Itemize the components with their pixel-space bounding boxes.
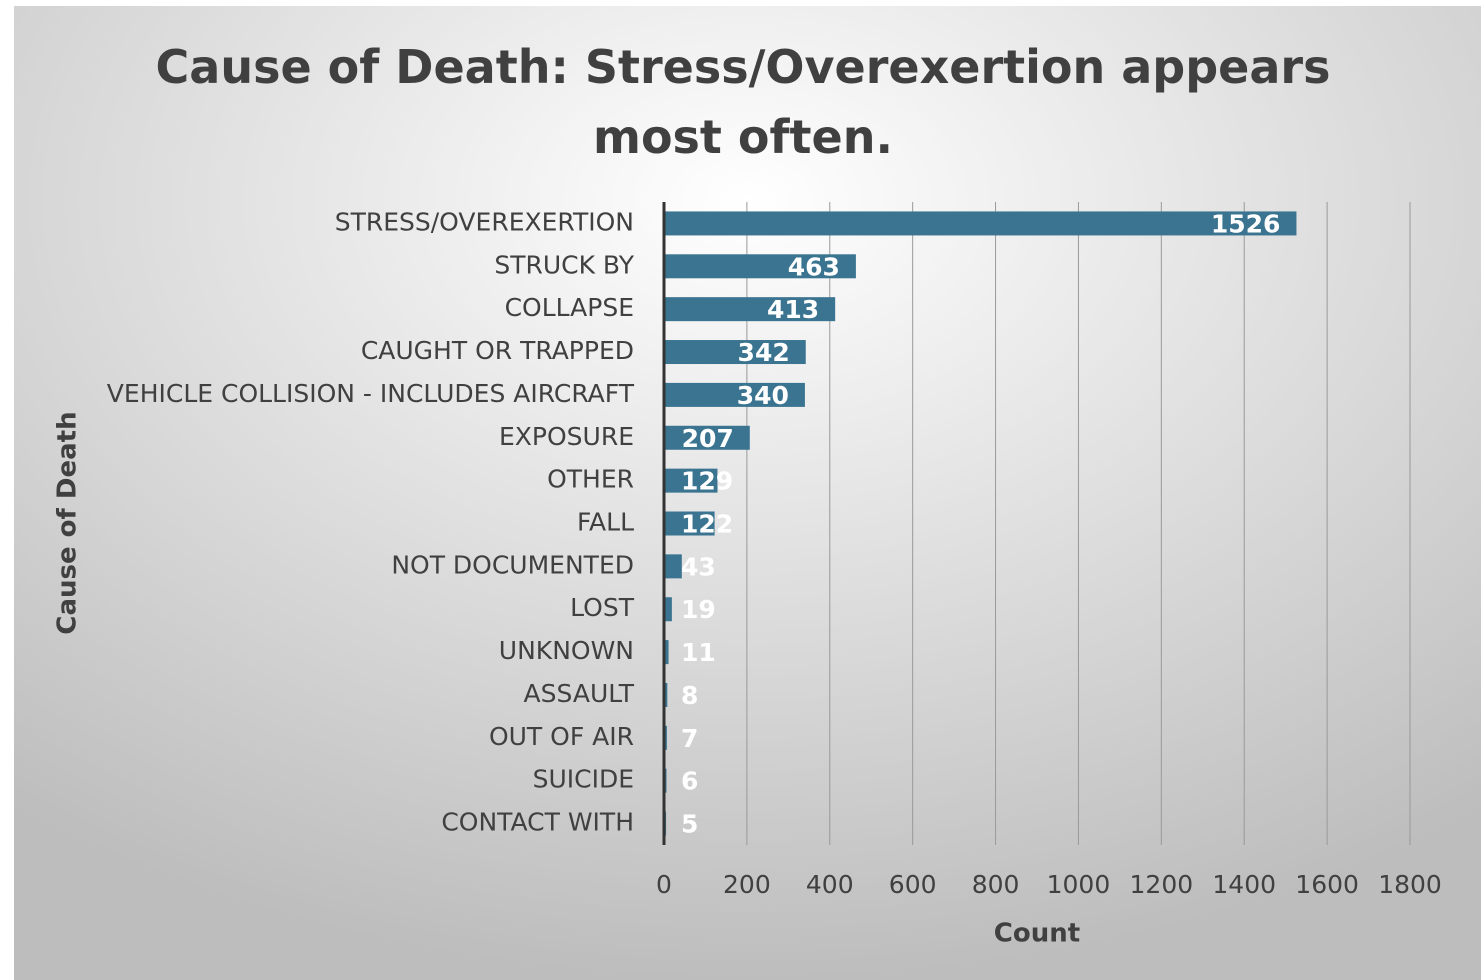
x-axis-label: Count xyxy=(994,919,1080,949)
x-tick-label: 200 xyxy=(723,870,771,899)
bar xyxy=(664,682,668,707)
y-tick-label: FALL xyxy=(577,508,634,537)
data-label: 11 xyxy=(681,638,716,667)
bar xyxy=(664,425,750,450)
data-label: 6 xyxy=(681,767,698,796)
x-tick-label: 600 xyxy=(889,870,937,899)
y-tick-label: VEHICLE COLLISION - INCLUDES AIRCRAFT xyxy=(107,379,635,408)
chart-title: Cause of Death: Stress/Overexertion appe… xyxy=(155,40,1331,164)
y-tick-label: EXPOSURE xyxy=(499,422,634,451)
y-tick-label: ASSAULT xyxy=(524,679,635,708)
y-tick-label: STRESS/OVEREXERTION xyxy=(335,207,634,236)
bar xyxy=(664,640,669,665)
bar xyxy=(664,468,718,493)
bar xyxy=(664,340,806,365)
y-tick-label: UNKNOWN xyxy=(499,636,634,665)
y-tick-label: CONTACT WITH xyxy=(441,808,634,837)
y-tick-label: CAUGHT OR TRAPPED xyxy=(361,336,634,365)
background xyxy=(14,6,1481,980)
y-tick-label: SUICIDE xyxy=(533,765,634,794)
x-tick-label: 1800 xyxy=(1378,870,1442,899)
x-tick-label: 1400 xyxy=(1212,870,1276,899)
x-tick-label: 1200 xyxy=(1130,870,1194,899)
bar xyxy=(664,211,1297,236)
data-label: 43 xyxy=(681,552,716,581)
data-label: 122 xyxy=(681,510,733,539)
y-tick-label: NOT DOCUMENTED xyxy=(391,550,634,579)
y-tick-label: OUT OF AIR xyxy=(489,722,634,751)
x-tick-label: 0 xyxy=(656,870,672,899)
x-tick-label: 1000 xyxy=(1047,870,1111,899)
data-label: 7 xyxy=(681,724,698,753)
bar xyxy=(664,254,856,279)
x-tick-label: 800 xyxy=(972,870,1020,899)
data-label: 8 xyxy=(681,681,698,710)
y-tick-label: OTHER xyxy=(547,465,634,494)
data-label: 342 xyxy=(738,338,790,367)
bar xyxy=(664,511,715,536)
data-label: 1526 xyxy=(1211,209,1281,238)
bar xyxy=(664,554,682,579)
x-tick-label: 1600 xyxy=(1295,870,1359,899)
data-label: 413 xyxy=(767,295,819,324)
bar xyxy=(664,297,836,322)
data-label: 207 xyxy=(682,424,734,453)
data-label: 19 xyxy=(681,595,716,624)
y-tick-label: LOST xyxy=(570,593,635,622)
y-tick-label: STRUCK BY xyxy=(494,250,634,279)
data-label: 5 xyxy=(681,810,698,839)
bar xyxy=(664,597,672,622)
data-label: 340 xyxy=(737,381,789,410)
data-label: 463 xyxy=(788,252,840,281)
data-label: 129 xyxy=(681,467,733,496)
bar xyxy=(664,382,805,407)
x-tick-label: 400 xyxy=(806,870,854,899)
y-tick-label: COLLAPSE xyxy=(505,293,634,322)
y-axis-label: Cause of Death xyxy=(53,411,83,634)
